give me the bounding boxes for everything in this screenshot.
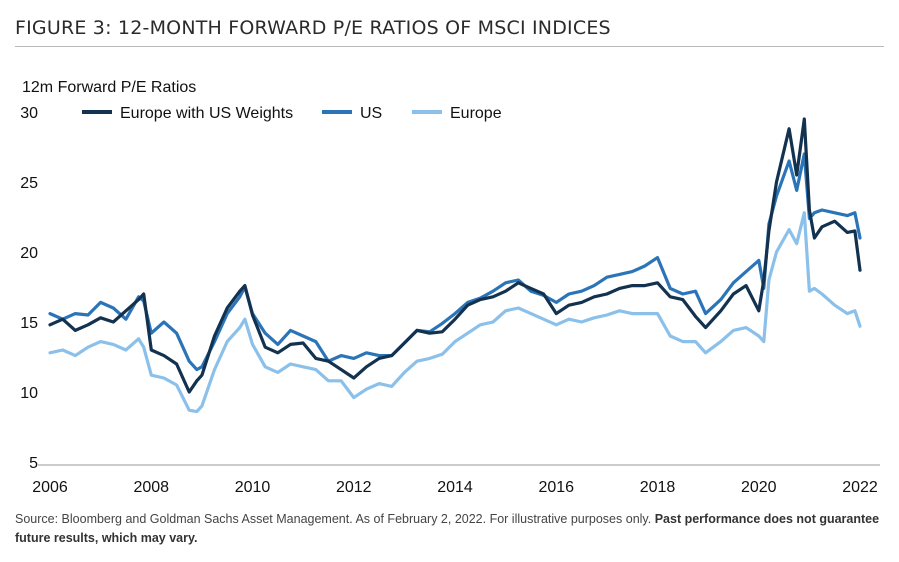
x-tick-label: 2018 [640,479,676,496]
source-note: Source: Bloomberg and Goldman Sachs Asse… [15,510,884,548]
x-tick-label: 2020 [741,479,777,496]
pe-ratio-line-chart: Europe with US Weights US Europe 5 10 15 20 25… [20,79,880,496]
y-tick-label: 5 [29,455,38,472]
chart-legend: Europe with US Weights US Europe [82,105,502,122]
x-axis-tick-labels: 2006 2008 2010 2012 2014 2016 2018 2020 2022 [32,479,878,496]
x-tick-label: 2012 [336,479,372,496]
y-tick-label: 20 [20,245,38,262]
y-axis-label: 12m Forward P/E Ratios [22,79,196,96]
series-line-europe-with-us-weights [48,117,862,394]
y-axis-tick-labels: 5 10 15 20 25 30 [20,105,38,472]
y-tick-label: 25 [20,175,38,192]
x-tick-label: 2016 [538,479,574,496]
y-tick-label: 30 [20,105,38,122]
x-tick-label: 2006 [32,479,68,496]
x-tick-label: 2022 [842,479,878,496]
x-tick-label: 2014 [437,479,473,496]
source-text: Source: Bloomberg and Goldman Sachs Asse… [15,512,652,526]
title-divider [15,46,884,47]
y-tick-label: 10 [20,385,38,402]
series-lines [48,117,862,414]
y-tick-label: 15 [20,315,38,332]
x-tick-label: 2010 [235,479,271,496]
legend-label: Europe with US Weights [120,105,293,122]
figure-title: FIGURE 3: 12-MONTH FORWARD P/E RATIOS OF… [15,17,611,39]
series-line-us [48,152,862,372]
performance-disclaimer: Past performance does not guarantee futu… [15,512,880,545]
legend-label: US [360,105,382,122]
x-tick-label: 2008 [133,479,169,496]
series-line-europe [48,211,862,414]
legend-label: Europe [450,105,502,122]
